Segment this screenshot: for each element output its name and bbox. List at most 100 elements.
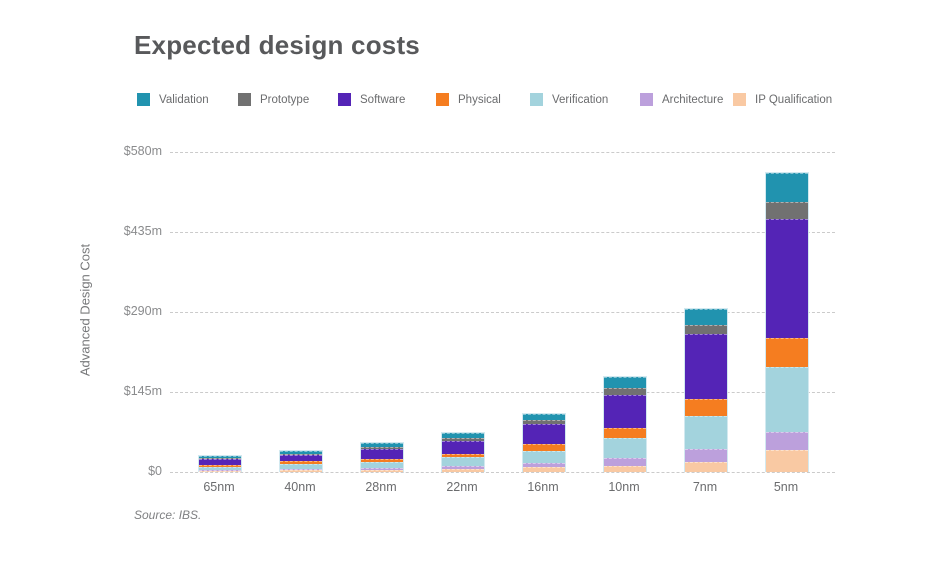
bar-segment-verification <box>685 416 727 450</box>
stacked-bar-65nm <box>198 455 242 472</box>
x-axis-tick-label: 5nm <box>773 480 799 494</box>
bar-segment-physical <box>523 443 565 451</box>
stacked-bar-16nm <box>522 412 566 472</box>
x-axis-tick-label: 7nm <box>692 480 718 494</box>
bar-segment-validation <box>280 450 322 454</box>
bar-segment-software <box>361 448 403 459</box>
gridline <box>170 392 835 393</box>
x-axis-tick-label: 10nm <box>608 480 640 494</box>
stacked-bar-22nm <box>441 432 485 472</box>
plot-area <box>170 152 835 473</box>
legend-swatch-verification <box>530 93 543 106</box>
legend-swatch-physical <box>436 93 449 106</box>
bar-segment-ip-qualification <box>442 468 484 472</box>
bar-segment-physical <box>685 398 727 417</box>
bar-segment-validation <box>523 413 565 421</box>
bar-segment-architecture <box>604 457 646 466</box>
y-axis-tick-label: $580m <box>123 144 162 158</box>
gridline <box>170 232 835 233</box>
legend-item-verification: Verification <box>530 93 608 106</box>
bar-segment-architecture <box>442 465 484 469</box>
bar-segment-prototype <box>523 420 565 425</box>
x-axis-tick-label: 65nm <box>203 480 235 494</box>
gridline <box>170 152 835 153</box>
legend-item-validation: Validation <box>137 93 209 106</box>
bar-segment-ip-qualification <box>280 470 322 472</box>
bar-segment-architecture <box>685 449 727 463</box>
bar-segment-architecture <box>199 469 241 471</box>
bar-segment-validation <box>604 377 646 389</box>
legend-item-software: Software <box>338 93 405 106</box>
bar-segment-prototype <box>766 202 808 220</box>
source-note: Source: IBS. <box>134 508 202 522</box>
bar-segment-software <box>766 219 808 338</box>
bar-segment-physical <box>280 461 322 464</box>
legend-swatch-prototype <box>238 93 251 106</box>
legend-label: Prototype <box>260 93 310 106</box>
bar-segment-prototype <box>280 453 322 455</box>
legend-label: Validation <box>159 93 209 106</box>
x-axis-tick-label: 16nm <box>527 480 559 494</box>
bar-segment-architecture <box>523 462 565 467</box>
stacked-bar-7nm <box>684 307 728 472</box>
bar-segment-validation <box>685 308 727 325</box>
bar-segment-software <box>280 454 322 462</box>
legend-label: Physical <box>458 93 501 106</box>
bar-segment-prototype <box>442 438 484 441</box>
bar-segment-physical <box>442 453 484 458</box>
bar-segment-ip-qualification <box>604 465 646 472</box>
bar-segment-physical <box>199 464 241 467</box>
gridline <box>170 472 835 473</box>
x-axis-tick-label: 28nm <box>365 480 397 494</box>
bar-segment-verification <box>766 367 808 433</box>
y-axis-tick-label: $145m <box>123 384 162 398</box>
bar-segment-software <box>523 424 565 444</box>
legend-label: Verification <box>552 93 609 106</box>
bar-segment-software <box>604 395 646 429</box>
bar-segment-physical <box>361 458 403 462</box>
bar-segment-physical <box>604 428 646 439</box>
stacked-bar-10nm <box>603 376 647 472</box>
legend-label: IP Qualification <box>755 93 833 106</box>
bar-segment-validation <box>199 456 241 459</box>
bar-segment-prototype <box>604 388 646 396</box>
x-axis-tick-label: 40nm <box>284 480 316 494</box>
y-axis-tick-label: $435m <box>123 224 162 238</box>
bar-segment-software <box>199 459 241 465</box>
bar-segment-ip-qualification <box>523 466 565 472</box>
bar-segment-verification <box>199 466 241 470</box>
y-axis-tick-label: $290m <box>123 304 162 318</box>
bar-segment-verification <box>442 457 484 466</box>
stacked-bar-40nm <box>279 449 323 472</box>
x-axis-tick-label: 22nm <box>446 480 478 494</box>
gridline <box>170 312 835 313</box>
legend-swatch-validation <box>137 93 150 106</box>
bar-segment-software <box>442 440 484 454</box>
bar-segment-validation <box>766 173 808 203</box>
bar-segment-architecture <box>766 432 808 450</box>
bar-segment-ip-qualification <box>199 470 241 472</box>
bar-segment-verification <box>361 461 403 469</box>
bar-segment-prototype <box>361 447 403 449</box>
bar-segment-architecture <box>280 468 322 471</box>
bar-segment-verification <box>523 450 565 463</box>
bar-segment-validation <box>361 443 403 448</box>
bar-segment-architecture <box>361 468 403 471</box>
legend-swatch-ip-qualification <box>733 93 746 106</box>
bar-segment-software <box>685 333 727 399</box>
y-axis-tick-label: $0 <box>148 464 162 478</box>
chart-title: Expected design costs <box>134 30 420 60</box>
legend-label: Architecture <box>662 93 724 106</box>
bar-segment-ip-qualification <box>361 470 403 472</box>
bar-segment-prototype <box>685 324 727 334</box>
bar-segment-verification <box>604 438 646 458</box>
legend-item-physical: Physical <box>436 93 501 106</box>
bar-segment-validation <box>442 433 484 439</box>
stacked-bar-5nm <box>765 172 809 472</box>
legend-item-architecture: Architecture <box>640 93 723 106</box>
legend-item-ip-qualification: IP Qualification <box>733 93 832 106</box>
legend-swatch-architecture <box>640 93 653 106</box>
bar-segment-prototype <box>199 458 241 460</box>
bar-segment-ip-qualification <box>766 449 808 472</box>
